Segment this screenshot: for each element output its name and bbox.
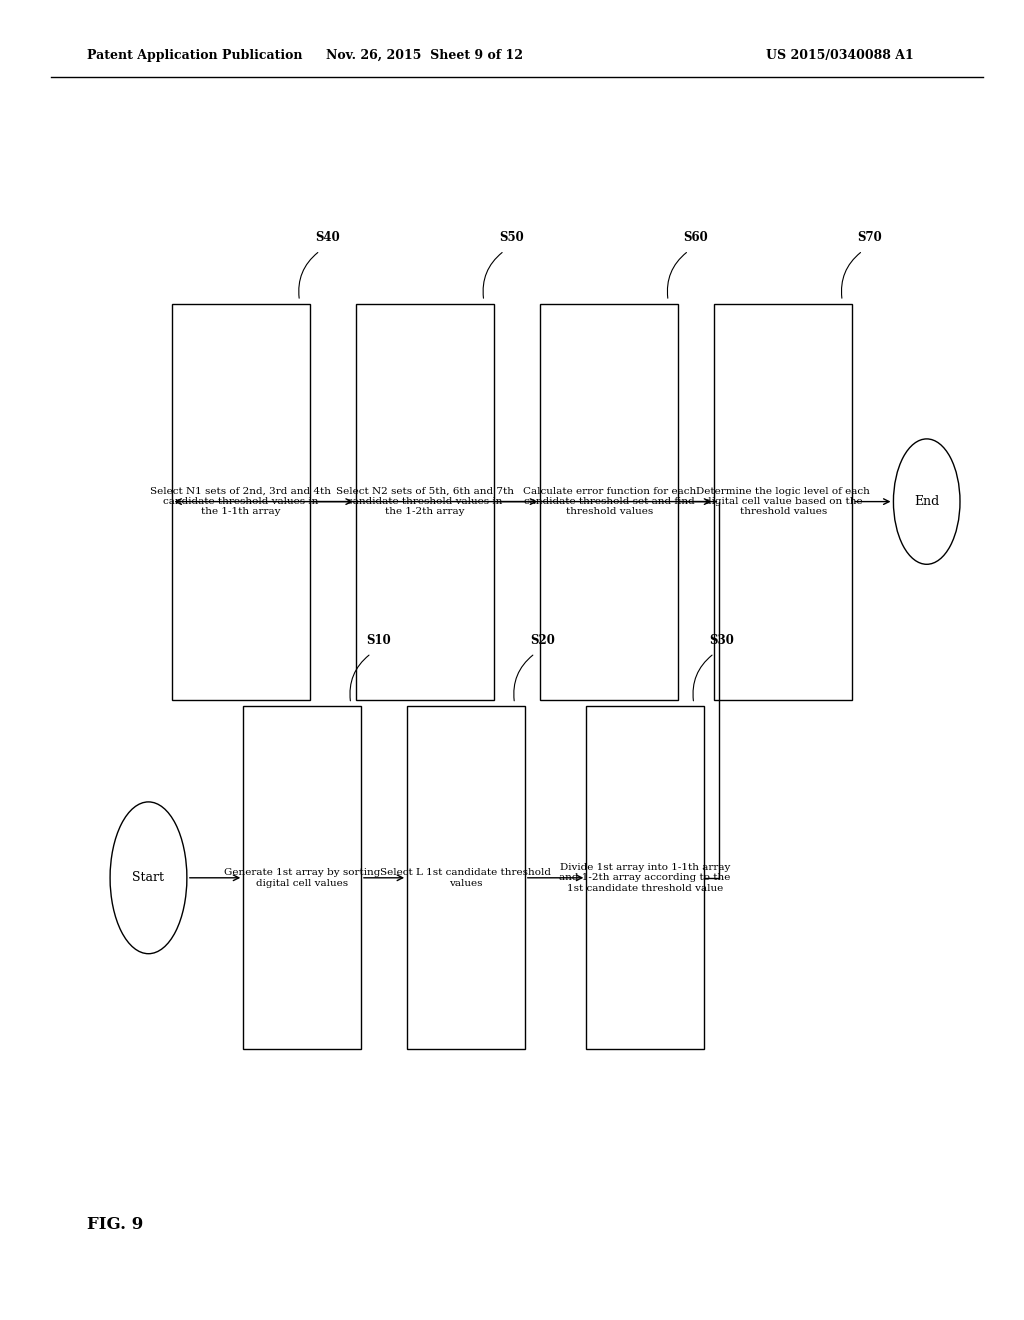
Text: Calculate error function for each
candidate threshold set and find
threshold val: Calculate error function for each candid… <box>522 487 696 516</box>
FancyBboxPatch shape <box>408 706 525 1049</box>
FancyBboxPatch shape <box>715 304 852 700</box>
Text: End: End <box>914 495 939 508</box>
Text: Start: Start <box>132 871 165 884</box>
Text: Select N2 sets of 5th, 6th and 7th
candidate threshold values in
the 1-2th array: Select N2 sets of 5th, 6th and 7th candi… <box>336 487 514 516</box>
Text: S30: S30 <box>709 634 734 647</box>
Ellipse shape <box>110 801 186 953</box>
FancyBboxPatch shape <box>586 706 705 1049</box>
Text: S10: S10 <box>367 634 391 647</box>
Text: Patent Application Publication: Patent Application Publication <box>87 49 302 62</box>
Text: US 2015/0340088 A1: US 2015/0340088 A1 <box>766 49 913 62</box>
Text: Determine the logic level of each
digital cell value based on the
threshold valu: Determine the logic level of each digita… <box>696 487 870 516</box>
FancyBboxPatch shape <box>171 304 309 700</box>
Text: Select L 1st candidate threshold
values: Select L 1st candidate threshold values <box>381 869 551 887</box>
Text: FIG. 9: FIG. 9 <box>87 1217 143 1233</box>
FancyBboxPatch shape <box>356 304 494 700</box>
Text: Generate 1st array by sorting
digital cell values: Generate 1st array by sorting digital ce… <box>224 869 380 887</box>
FancyBboxPatch shape <box>244 706 360 1049</box>
Text: S40: S40 <box>315 231 340 244</box>
FancyBboxPatch shape <box>541 304 678 700</box>
Text: S60: S60 <box>684 231 709 244</box>
Text: Nov. 26, 2015  Sheet 9 of 12: Nov. 26, 2015 Sheet 9 of 12 <box>327 49 523 62</box>
Text: Divide 1st array into 1-1th array
and 1-2th array according to the
1st candidate: Divide 1st array into 1-1th array and 1-… <box>559 863 731 892</box>
Text: S50: S50 <box>500 231 524 244</box>
Ellipse shape <box>893 438 961 565</box>
Text: Select N1 sets of 2nd, 3rd and 4th
candidate threshold values in
the 1-1th array: Select N1 sets of 2nd, 3rd and 4th candi… <box>151 487 331 516</box>
Text: S70: S70 <box>858 231 883 244</box>
Text: S20: S20 <box>530 634 555 647</box>
